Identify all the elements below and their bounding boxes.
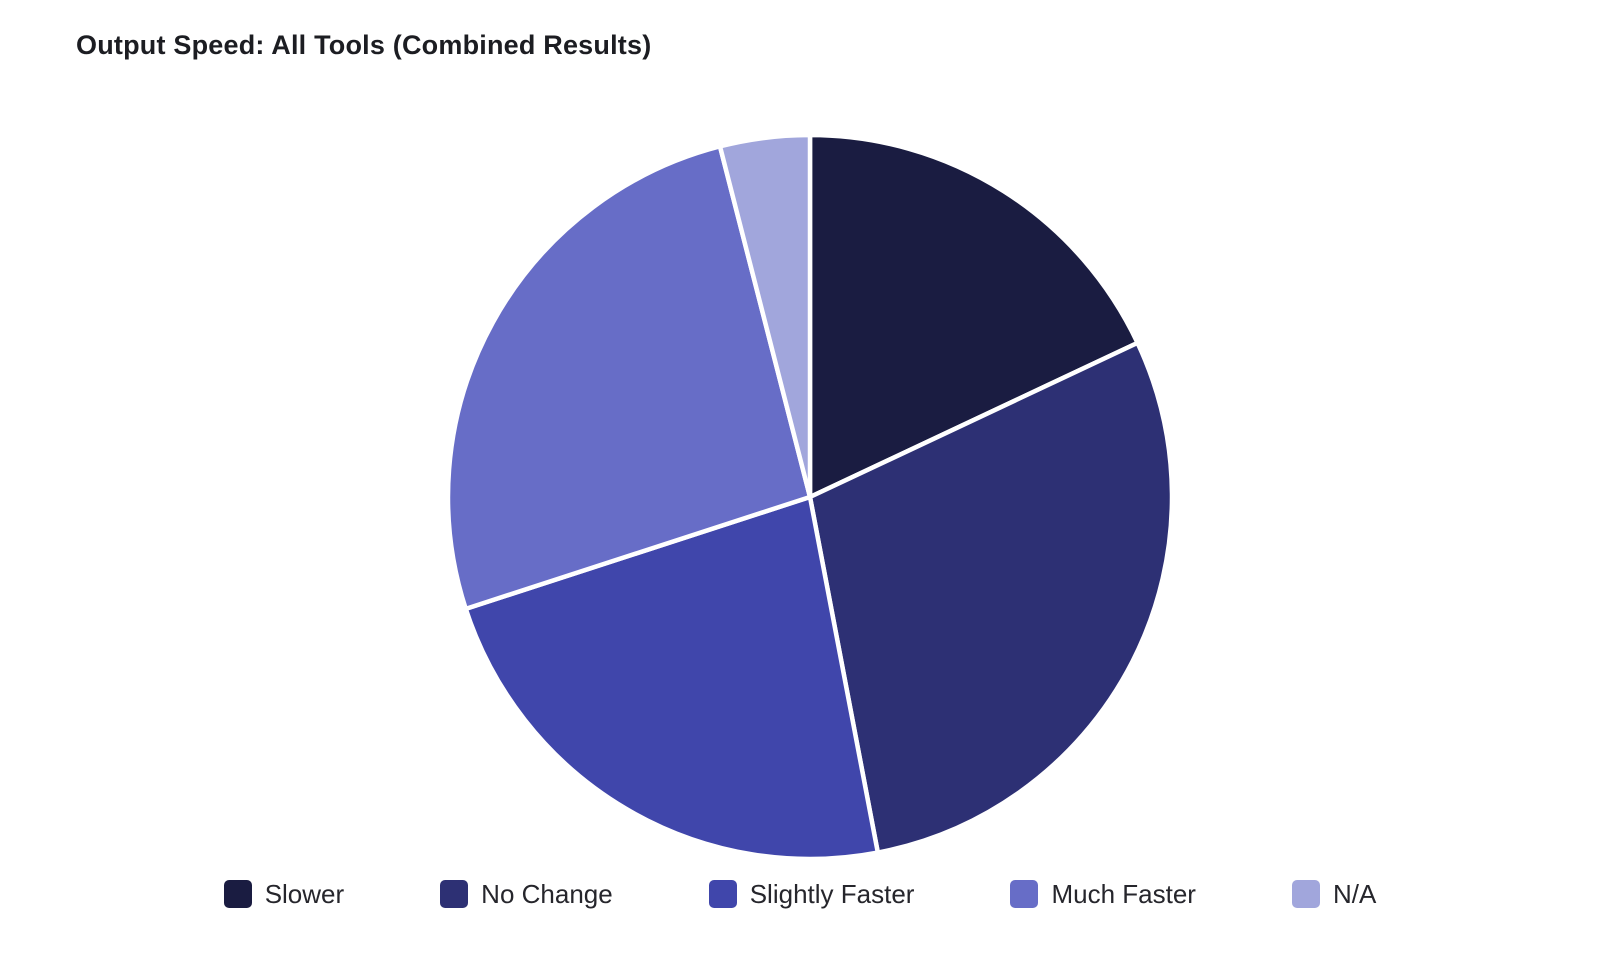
legend-item-slightly-faster[interactable]: Slightly Faster (708, 878, 915, 910)
legend-swatch-much-faster (1010, 880, 1039, 908)
legend-item-n-a[interactable]: N/A (1291, 878, 1377, 910)
pie-slice-slower[interactable] (807, 132, 1140, 500)
legend-swatch-no-change (440, 880, 469, 908)
chart-title: Output Speed: All Tools (Combined Result… (76, 30, 652, 60)
pie-slice-no-change[interactable] (807, 340, 1175, 855)
legend-swatch-slightly-faster (708, 880, 737, 908)
legend-label-slightly-faster: Slightly Faster (749, 878, 915, 909)
legend-swatch-slower (223, 880, 252, 908)
legend-item-slower[interactable]: Slower (223, 878, 345, 910)
pie-slice-slightly-faster[interactable] (463, 494, 881, 862)
pie-chart (440, 127, 1180, 867)
legend-swatch-n-a (1291, 880, 1320, 908)
chart-legend: Slower No Change Slightly Faster Much Faste… (0, 876, 1600, 912)
legend-label-slower: Slower (264, 878, 345, 909)
pie-svg (445, 132, 1175, 862)
legend-item-much-faster[interactable]: Much Faster (1010, 879, 1196, 910)
legend-label-much-faster: Much Faster (1051, 878, 1196, 909)
legend-label-n-a: N/A (1332, 878, 1377, 909)
pie-slice-much-faster[interactable] (445, 144, 813, 612)
legend-label-no-change: No Change (481, 878, 613, 909)
pie-slice-n-a[interactable] (717, 132, 813, 500)
legend-item-no-change[interactable]: No Change (440, 879, 613, 910)
